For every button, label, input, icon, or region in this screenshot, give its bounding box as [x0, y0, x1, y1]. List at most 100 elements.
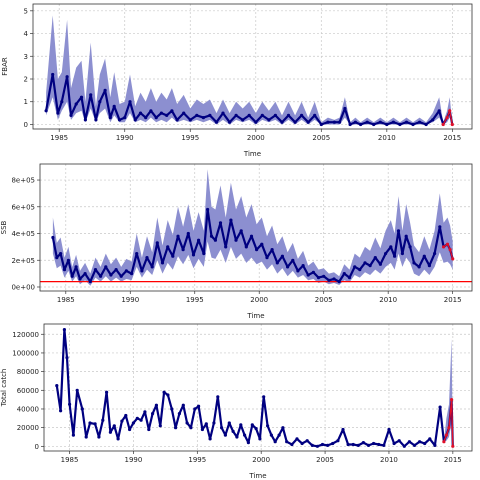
data-point	[94, 118, 98, 122]
data-point	[243, 433, 247, 437]
data-point	[221, 111, 225, 115]
data-point	[332, 277, 336, 281]
data-point	[74, 265, 78, 269]
data-point	[220, 426, 224, 430]
x-tick-label: 2005	[316, 456, 334, 464]
data-point	[296, 269, 300, 273]
data-point	[445, 242, 450, 246]
data-point	[448, 109, 452, 113]
data-point	[393, 254, 397, 258]
data-point	[444, 433, 448, 437]
data-point	[280, 254, 284, 258]
data-point	[62, 328, 66, 332]
data-point	[424, 122, 428, 127]
data-point	[88, 280, 92, 284]
data-point	[441, 122, 445, 127]
data-point	[273, 113, 277, 117]
data-point	[181, 403, 185, 407]
y-tick-label: 0e+00	[11, 283, 35, 291]
x-tick-label: 1995	[181, 134, 199, 142]
y-axis-label: SSB	[0, 220, 8, 234]
data-point	[119, 274, 123, 278]
data-point	[188, 118, 192, 122]
data-point	[442, 440, 446, 444]
data-point	[150, 265, 154, 269]
data-point	[55, 384, 59, 388]
data-point	[204, 422, 208, 426]
data-point	[372, 441, 376, 446]
data-point	[277, 433, 281, 437]
data-point	[182, 111, 186, 115]
data-point	[154, 403, 158, 407]
data-point	[313, 113, 317, 117]
x-tick-label: 1985	[57, 296, 75, 304]
data-point	[306, 120, 310, 124]
data-point	[311, 270, 315, 274]
data-point	[89, 93, 93, 97]
data-point	[267, 118, 271, 122]
data-point	[411, 122, 415, 127]
data-point	[442, 245, 446, 249]
data-point	[98, 100, 102, 104]
data-point	[373, 256, 377, 260]
y-tick-label: 5	[24, 7, 28, 15]
data-point	[130, 272, 134, 276]
data-point	[285, 440, 289, 444]
y-tick-label: 2	[24, 76, 28, 84]
data-point	[359, 122, 363, 127]
x-axis-label: Time	[248, 472, 266, 480]
data-point	[229, 218, 233, 222]
x-tick-label: 2000	[250, 296, 268, 304]
data-point	[346, 442, 350, 447]
plot-frame	[32, 3, 473, 130]
data-point	[197, 404, 201, 408]
x-tick-label: 1990	[125, 456, 143, 464]
data-point	[175, 118, 179, 122]
data-point	[249, 234, 254, 238]
data-point	[65, 356, 69, 360]
data-point	[69, 113, 73, 117]
data-point	[124, 269, 128, 273]
x-tick-label: 2010	[379, 296, 397, 304]
data-point	[170, 407, 174, 411]
data-point	[224, 245, 228, 249]
data-point	[400, 252, 404, 256]
y-axis-label: FBAR	[1, 57, 9, 76]
data-point	[423, 441, 427, 446]
data-point	[212, 421, 216, 425]
data-point	[281, 426, 285, 430]
data-point	[159, 111, 163, 115]
forecast-line	[442, 108, 453, 125]
data-point	[295, 437, 299, 441]
forecast-line	[443, 243, 454, 260]
data-point	[51, 235, 55, 240]
data-point	[68, 402, 72, 406]
x-tick-label: 2010	[378, 134, 396, 142]
data-point	[181, 248, 185, 252]
data-point	[174, 426, 178, 430]
data-point	[363, 261, 367, 265]
data-point	[433, 443, 437, 447]
data-point	[223, 433, 227, 437]
data-point	[59, 252, 63, 256]
x-tick-label: 1990	[121, 296, 139, 304]
data-point	[143, 410, 147, 414]
data-point	[387, 427, 391, 432]
y-tick-label: 6e+05	[11, 203, 35, 211]
data-point	[315, 444, 319, 448]
data-point	[60, 100, 64, 104]
x-tick-label: 2015	[443, 134, 461, 142]
data-point	[185, 421, 189, 425]
data-point	[427, 264, 431, 268]
y-tick-label: 80000	[17, 368, 39, 376]
data-point	[109, 273, 113, 277]
data-point	[155, 241, 159, 245]
plot-frame	[43, 323, 473, 452]
data-point	[162, 390, 166, 394]
data-point	[176, 234, 180, 238]
data-point	[337, 280, 341, 284]
data-point	[270, 248, 274, 252]
data-point	[382, 443, 386, 447]
data-point	[231, 429, 235, 433]
data-point	[300, 441, 304, 446]
